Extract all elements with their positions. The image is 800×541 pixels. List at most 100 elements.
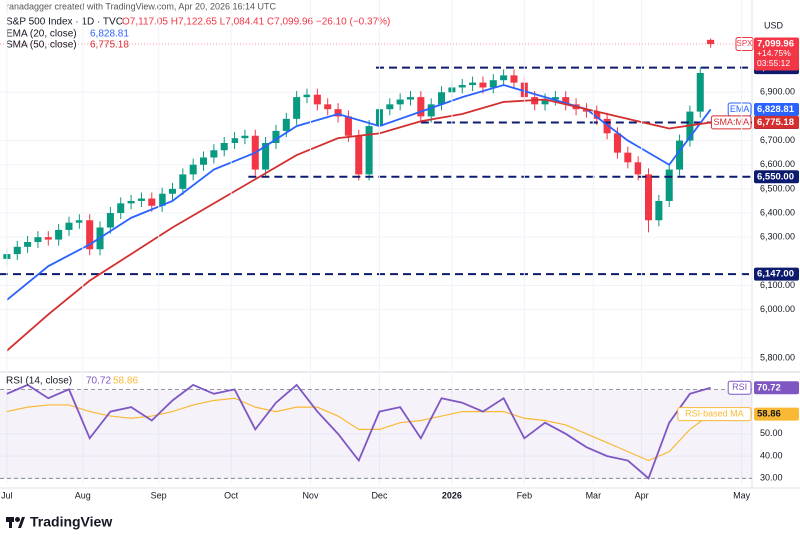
candle-body [696, 72, 704, 112]
candle-body [324, 104, 332, 110]
candle-body [438, 92, 446, 105]
candle-body [593, 111, 601, 119]
x-tick-label: Jul [1, 490, 13, 500]
candle-body [510, 75, 518, 83]
candle-body [44, 237, 52, 240]
candle-body [262, 142, 270, 170]
candle-body [148, 198, 156, 206]
candle-body [458, 85, 466, 88]
symbol-tag-box [735, 36, 754, 51]
series-line [6, 397, 711, 462]
candle-body [200, 157, 208, 165]
x-tick-label: Apr [635, 490, 649, 500]
x-tick-label: Nov [302, 490, 319, 500]
series-badge-tag: RSI [732, 382, 747, 392]
x-tick-label: Dec [371, 490, 388, 500]
series-badge-label: 6,828.81 [757, 104, 795, 115]
candle-body [241, 135, 249, 139]
y-tick-label: 6,100.00 [760, 280, 795, 290]
candle-body [551, 97, 559, 100]
candle-body [562, 97, 570, 105]
series-badge-tag: RSI-based MA [685, 409, 744, 419]
candle-body [117, 203, 125, 214]
candle-body [293, 97, 301, 119]
candle-body [55, 229, 63, 240]
candle-body [676, 140, 684, 170]
candle-body [158, 193, 166, 206]
brand: TradingView [30, 514, 112, 530]
candle-body [406, 97, 415, 100]
x-tick-label: Aug [75, 490, 91, 500]
series-badge-box [754, 115, 799, 129]
series-badge-box [754, 381, 799, 395]
candle-body [179, 174, 187, 189]
series-badge-tag-box [710, 115, 752, 130]
y-tick-label: 6,700.00 [760, 135, 795, 145]
x-tick-label: Oct [224, 490, 239, 500]
candle-body [210, 150, 218, 158]
legend-value: 6,775.18 [90, 40, 129, 51]
x-tick-label: Mar [586, 490, 602, 500]
price-change: +14.75% [757, 48, 791, 58]
logo: TradingView [6, 514, 112, 530]
x-tick-label: Feb [517, 490, 533, 500]
series-badge-box [754, 407, 799, 421]
last-price-box [754, 37, 799, 71]
x-tick-label: May [733, 490, 751, 500]
y-tick-label: 6,000.00 [760, 304, 795, 314]
candle-body [106, 213, 114, 228]
candle-body [613, 133, 621, 153]
level-badge-label: 6,550.00 [757, 171, 794, 182]
rsi-band [0, 389, 752, 479]
legend-value: 70.72 [86, 376, 111, 387]
candle-body [303, 94, 311, 98]
y-tick-label: 6,500.00 [760, 183, 795, 193]
candle-body [479, 82, 487, 88]
y-tick-label: 6,300.00 [760, 232, 795, 242]
created-note: ranadagger created with TradingView.com,… [6, 1, 276, 11]
legend-name: SMA (50, close) [6, 40, 77, 51]
level-badge-label: 6,147.00 [757, 269, 794, 280]
candle-body [427, 104, 435, 117]
y-tick-label: 6,600.00 [760, 159, 795, 169]
series-badge-label: 70.72 [757, 382, 781, 393]
y-tick-label: 5,800.00 [760, 352, 795, 362]
legend-name: EMA (20, close) [6, 29, 77, 40]
series-badge-label: 58.86 [757, 409, 781, 420]
candle-body [13, 246, 21, 255]
candle-body [168, 188, 176, 194]
series-badge-label: 6,775.18 [757, 117, 794, 128]
candle-body [707, 39, 715, 44]
y-tick-label: 30.00 [760, 473, 783, 483]
level-badge-box [754, 267, 799, 281]
candle-body [137, 198, 145, 201]
candle-body [644, 174, 653, 221]
candle-body [500, 75, 508, 81]
candle-body [127, 200, 135, 204]
chart-title: S&P 500 Index · 1D · TVC [6, 17, 123, 28]
candle-body [624, 152, 632, 163]
legend-value: 6,828.81 [90, 29, 129, 40]
last-price-label: 7,099.96 [757, 39, 794, 50]
legend-value: 58.86 [113, 376, 138, 387]
candle-body [541, 99, 549, 105]
candle-body [75, 220, 83, 223]
candle-body [282, 118, 290, 131]
candle-body [603, 118, 611, 134]
candle-body [582, 109, 590, 112]
candle-body [396, 99, 404, 105]
candle-body [344, 116, 352, 136]
candle-body [189, 164, 197, 175]
y-tick-label: 6,400.00 [760, 207, 795, 217]
y-tick-label: 6,900.00 [760, 87, 795, 97]
candle-body [220, 142, 228, 151]
candle-body [386, 104, 394, 110]
series-badge-tag-box [677, 407, 752, 422]
candle-body [65, 222, 73, 230]
x-tick-label: 2026 [442, 490, 462, 500]
countdown: 03:55:12 [757, 58, 790, 68]
candle-body [313, 94, 321, 105]
x-tick-label: Sep [151, 490, 167, 500]
candle-body [365, 126, 373, 175]
